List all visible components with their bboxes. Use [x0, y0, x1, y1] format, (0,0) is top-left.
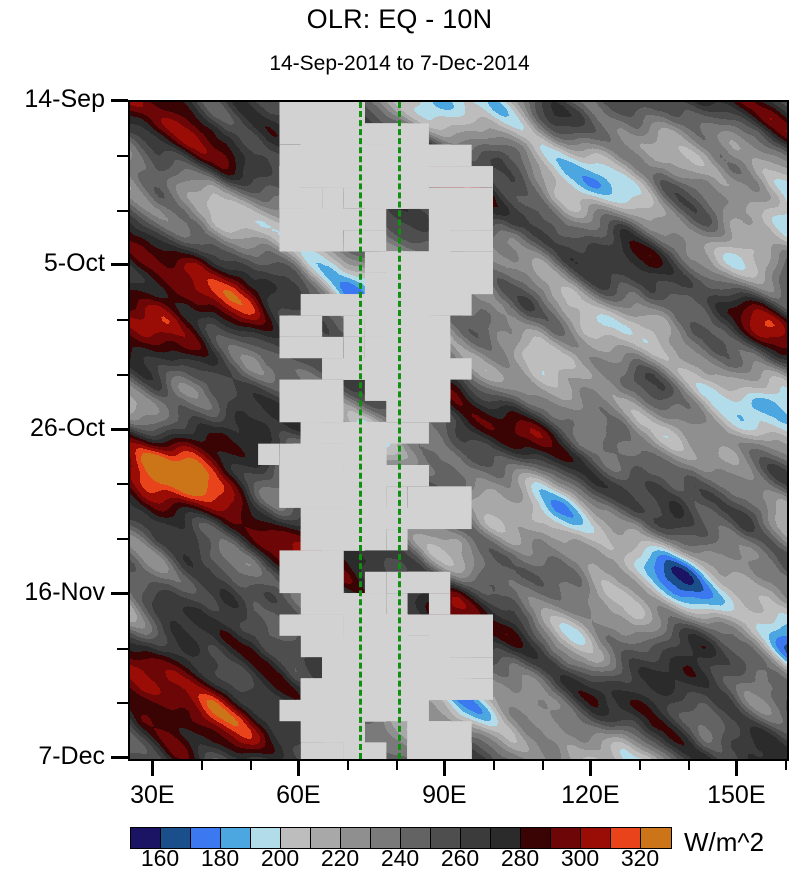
colorbar-cell — [281, 828, 311, 848]
x-axis-label-150e: 150E — [707, 781, 766, 809]
y-tick-major — [111, 756, 128, 759]
figure-subtitle: 14-Sep-2014 to 7-Dec-2014 — [269, 52, 530, 75]
y-tick-minor — [117, 702, 128, 705]
y-tick-major — [111, 427, 128, 431]
x-tick-major — [297, 759, 301, 776]
y-tick-minor — [117, 319, 128, 321]
colorbar-tick-260: 260 — [440, 845, 480, 871]
x-tick-major — [589, 759, 593, 776]
x-tick-minor — [201, 759, 203, 770]
colorbar-units-label: W/m^2 — [684, 827, 765, 857]
colorbar-tick-280: 280 — [500, 845, 540, 871]
colorbar-cell — [611, 828, 641, 848]
colorbar-tick-240: 240 — [380, 845, 420, 871]
colorbar-tick-160: 160 — [140, 845, 180, 871]
colorbar-cell — [551, 828, 581, 848]
colorbar-cell — [311, 828, 341, 848]
x-tick-minor — [687, 759, 690, 770]
y-tick-minor — [117, 647, 128, 650]
colorbar-cell — [431, 828, 461, 848]
y-tick-minor — [117, 209, 128, 212]
colorbar-cell — [161, 828, 191, 848]
colorbar-cell — [341, 828, 371, 848]
colorbar-tick-320: 320 — [620, 845, 660, 871]
y-tick-major — [111, 591, 128, 595]
x-tick-major — [443, 759, 447, 776]
colorbar-cell — [401, 828, 431, 848]
colorbar-cell — [371, 828, 401, 848]
colorbar-cell — [131, 828, 161, 848]
colorbar-cell — [641, 828, 671, 848]
x-axis-label-60e: 60E — [276, 781, 321, 809]
colorbar-tick-180: 180 — [200, 845, 240, 871]
colorbar-cell — [581, 828, 611, 848]
y-axis-label-5-oct: 5-Oct — [43, 249, 105, 278]
colorbar-cell — [191, 828, 221, 848]
y-axis-label-16-nov: 16-Nov — [24, 577, 105, 606]
y-axis-label-7-dec: 7-Dec — [38, 742, 105, 770]
colorbar-cell — [521, 828, 551, 848]
y-tick-minor — [117, 538, 128, 540]
y-tick-minor — [117, 154, 128, 157]
y-axis-label-14-sep: 14-Sep — [24, 85, 105, 113]
x-tick-major — [735, 759, 739, 776]
x-tick-minor — [493, 759, 495, 770]
colorbar-cell — [491, 828, 521, 848]
x-tick-minor — [785, 759, 787, 770]
colorbar-tick-300: 300 — [560, 845, 600, 871]
colorbar-cell — [461, 828, 491, 848]
green-dashed-line-east — [397, 102, 401, 759]
colorbar-tick-220: 220 — [320, 845, 360, 871]
x-axis-label-90e: 90E — [422, 781, 467, 809]
y-tick-major — [111, 99, 128, 102]
y-tick-major — [111, 263, 128, 267]
colorbar-cell — [251, 828, 281, 848]
x-axis-label-120e: 120E — [561, 781, 620, 809]
green-dashed-line-west — [358, 102, 362, 759]
olr-heatmap-canvas — [130, 102, 787, 759]
colorbar-cell — [221, 828, 251, 848]
y-tick-minor — [117, 483, 128, 486]
x-tick-minor — [347, 759, 349, 770]
y-tick-minor — [117, 373, 128, 376]
colorbar — [130, 827, 672, 849]
plot-area — [128, 100, 789, 761]
x-tick-minor — [249, 759, 252, 770]
x-tick-minor — [541, 759, 544, 770]
x-tick-major — [151, 759, 155, 776]
figure-title: OLR: EQ - 10N — [306, 4, 493, 34]
colorbar-tick-200: 200 — [260, 845, 300, 871]
x-axis-label-30e: 30E — [130, 781, 175, 809]
x-tick-minor — [639, 759, 641, 770]
x-tick-minor — [395, 759, 398, 770]
y-axis-label-26-oct: 26-Oct — [29, 413, 105, 442]
